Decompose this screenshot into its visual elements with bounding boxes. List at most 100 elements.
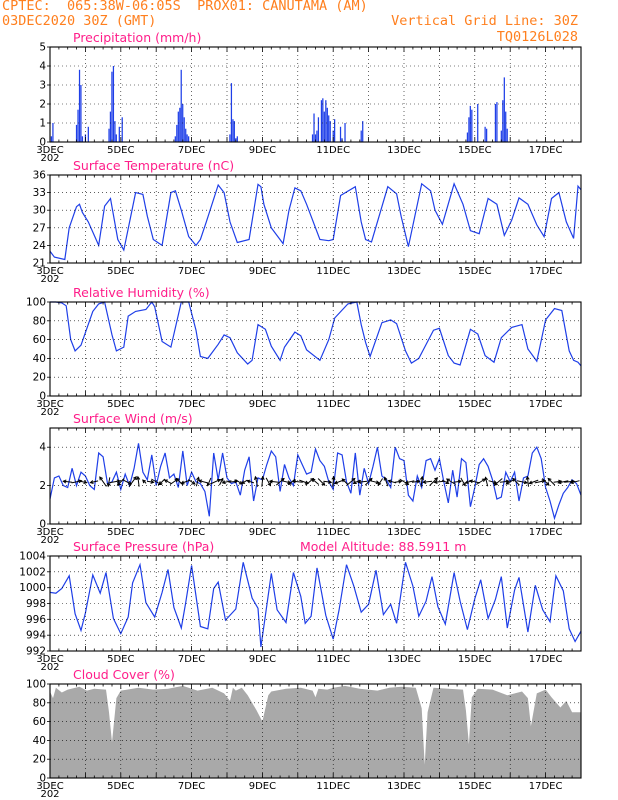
x-tick-label: 7DEC [178, 781, 205, 792]
wind-arrow [422, 479, 433, 484]
x-tick-label: 15DEC [458, 527, 492, 538]
y-tick-label: 4 [39, 61, 46, 73]
precip-panel: 0 1 2 3 4 5 3DEC 5DEC 7DEC 9DEC 11DEC 13DEC 15DEC 17D… [36, 30, 582, 164]
wind-arrow [210, 478, 222, 485]
year-label-stub: 202 [40, 662, 59, 673]
wind-arrow [146, 479, 155, 484]
x-tick-label: 13DEC [387, 266, 421, 277]
x-tick-label: 5DEC [107, 145, 134, 156]
x-tick-label: 5DEC [107, 399, 134, 410]
wind-arrow [188, 479, 196, 485]
y-tick-label: 1002 [19, 566, 46, 578]
precip-bar [174, 136, 176, 142]
y-tick-label: 0 [39, 519, 46, 531]
precip-bar [87, 126, 89, 142]
precip-bar [176, 124, 178, 142]
precip-bar [471, 109, 473, 142]
precip-bar [183, 117, 185, 142]
x-tick-label: 11DEC [316, 781, 350, 792]
wind-arrow [195, 476, 200, 487]
wind-arrow [357, 479, 368, 484]
rh-line [50, 300, 582, 367]
x-tick-label: 5DEC [107, 266, 134, 277]
y-tick-label: 40 [33, 353, 46, 365]
wind-arrow [221, 480, 232, 485]
x-tick-label: 7DEC [178, 145, 205, 156]
wind-arrow [429, 477, 439, 486]
precip-bar [313, 113, 315, 142]
x-tick-label: 17DEC [529, 654, 563, 665]
wind-arrow [476, 478, 486, 485]
panel-frame [49, 301, 582, 397]
wind-arrow [197, 479, 208, 484]
precip-bar [185, 128, 187, 142]
x-tick-label: 3DEC [36, 781, 63, 792]
y-tick-label: 20 [33, 372, 46, 384]
wind-arrow [453, 479, 463, 484]
wind-arrow [268, 479, 279, 484]
wind-arrow [254, 475, 259, 487]
y-tick-label: 80 [33, 315, 46, 327]
panel-frame [49, 46, 582, 143]
wind-arrow [158, 478, 166, 486]
wind-arrow [528, 479, 539, 485]
y-tick-label: 80 [33, 697, 46, 709]
wind-arrow [484, 476, 489, 487]
x-tick-label: 3DEC [36, 145, 63, 156]
y-tick-label: 100 [26, 297, 46, 309]
y-tick-label: 996 [26, 614, 46, 626]
wind-arrow [505, 479, 515, 485]
wind-arrow [493, 478, 503, 486]
x-tick-label: 9DEC [249, 654, 276, 665]
x-tick-label: 11DEC [316, 266, 350, 277]
precip-bar [115, 134, 117, 142]
wind-arrow [260, 475, 265, 487]
wind-arrow [346, 477, 356, 486]
pressure-panel: 992 994 996 998 1000 1002 1004 3DEC 5DEC 7DEC 9DEC… [19, 539, 582, 673]
x-tick-label: 7DEC [178, 527, 205, 538]
y-tick-label: 0 [39, 773, 46, 785]
x-tick-label: 11DEC [316, 527, 350, 538]
x-tick-label: 13DEC [387, 781, 421, 792]
precip-bar [320, 100, 323, 142]
x-tick-label: 9DEC [249, 781, 276, 792]
wind-arrow [163, 479, 172, 484]
header-model-id: TQ0126L028 [496, 29, 578, 45]
x-tick-label: 17DEC [529, 781, 563, 792]
x-tick-label: 3DEC [36, 527, 63, 538]
cloud-title: Cloud Cover (%) [73, 667, 175, 682]
header-grid-note: Vertical Grid Line: 30Z [391, 13, 578, 29]
wind-arrow [468, 479, 480, 484]
precip-bar [179, 107, 181, 142]
precip-bar [484, 126, 486, 142]
precip-bar [486, 128, 488, 142]
panel-frame [49, 427, 582, 525]
x-tick-label: 13DEC [387, 527, 421, 538]
wind-arrow [516, 480, 529, 485]
y-tick-label: 1 [39, 118, 46, 130]
y-tick-label: 100 [26, 679, 46, 691]
x-tick-label: 7DEC [178, 399, 205, 410]
wind-arrow [441, 479, 450, 484]
wind-arrow [352, 479, 361, 484]
precip-bar [108, 128, 110, 142]
wind-arrow [240, 479, 248, 484]
x-tick-label: 15DEC [458, 654, 492, 665]
precip-bar [180, 69, 182, 142]
wind-line [49, 443, 582, 521]
precip-bar [50, 136, 53, 142]
precip-bar [121, 117, 123, 142]
precip-bar [80, 85, 82, 142]
cloud-area [50, 685, 581, 778]
y-tick-label: 21 [33, 258, 46, 270]
wind-arrow [122, 479, 133, 485]
wind-arrow [142, 479, 147, 484]
precip-bar [311, 134, 314, 142]
wind-arrow [557, 480, 569, 485]
y-tick-label: 0 [39, 137, 46, 149]
precip-bar [505, 111, 507, 142]
x-tick-label: 13DEC [387, 654, 421, 665]
x-tick-label: 9DEC [249, 145, 276, 156]
wind-arrow [128, 475, 137, 487]
precip-bar [339, 126, 342, 142]
